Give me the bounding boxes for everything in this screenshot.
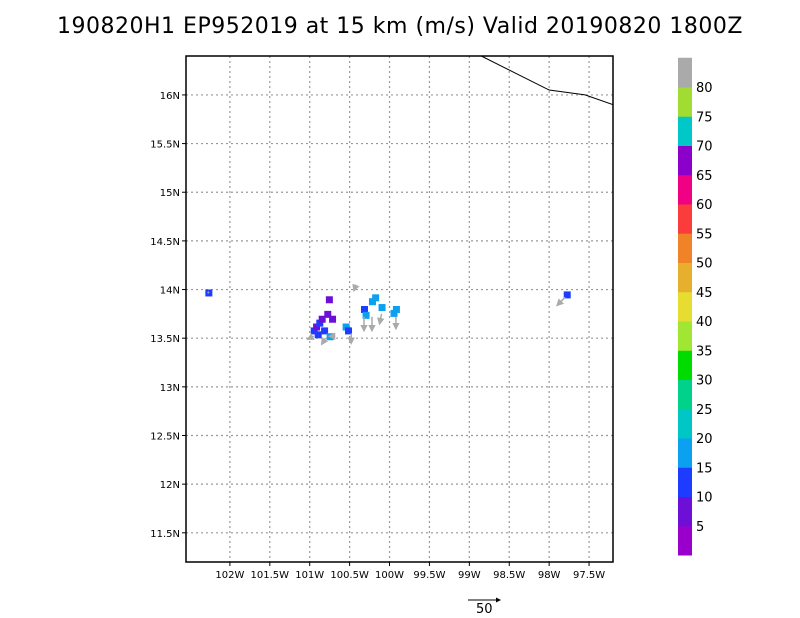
colorbar-segment: [678, 204, 692, 234]
colorbar-segment: [678, 408, 692, 439]
lat-tick-label: 12N: [160, 480, 180, 491]
colorbar-segment: [678, 291, 692, 322]
lon-tick-label: 98.5W: [493, 570, 525, 581]
colorbar: 5 10 15 20 25 30 35 40 45 50 55 60 65 70 75 80: [678, 57, 713, 556]
colorbar-segment: [678, 438, 692, 468]
wind-vector: [377, 313, 385, 326]
colorbar-label: 20: [696, 432, 713, 447]
wind-speed-cell: [372, 294, 380, 302]
lon-tick-label: 97.5W: [573, 570, 605, 581]
wind-vectors: [207, 283, 566, 346]
colorbar-label: 10: [696, 491, 713, 506]
lat-tick-label: 15N: [160, 188, 180, 199]
wind-speed-cell: [321, 327, 329, 335]
colorbar-segment: [678, 350, 692, 380]
colorbar-segment: [678, 116, 692, 146]
wind-speed-cells: [205, 289, 571, 341]
colorbar-label: 75: [696, 110, 713, 125]
wind-speed-cell: [313, 323, 321, 331]
longitude-ticks: 102W 101.5W 101W 100.5W 100W 99.5W 99W 98.5W 98W…: [215, 562, 605, 581]
vector-scale-key: 50: [468, 597, 501, 617]
colorbar-segment: [678, 262, 692, 293]
colorbar-segment: [678, 87, 692, 117]
wind-speed-cell: [392, 306, 400, 313]
wind-speed-cell: [360, 306, 368, 313]
wind-speed-cell: [316, 319, 324, 327]
wind-vector: [556, 296, 566, 307]
colorbar-label: 40: [696, 315, 713, 330]
lat-tick-label: 14N: [160, 286, 180, 297]
colorbar-label: 55: [696, 227, 713, 242]
coastline-path: [481, 56, 613, 106]
wind-speed-cell: [378, 304, 386, 312]
wind-speed-cell: [310, 327, 318, 335]
colorbar-segment: [678, 174, 692, 205]
lat-tick-label: 14.5N: [150, 237, 180, 248]
wind-vector: [207, 291, 210, 294]
wind-speed-cell: [368, 298, 376, 306]
colorbar-label: 65: [696, 169, 713, 184]
wind-speed-cell: [324, 310, 332, 318]
lon-tick-label: 102W: [215, 570, 244, 581]
scale-label: 50: [476, 602, 493, 617]
lon-tick-label: 100.5W: [330, 570, 369, 581]
wind-speed-cell: [362, 311, 370, 319]
wind-vector: [320, 337, 329, 346]
lon-tick-label: 98W: [538, 570, 561, 581]
latitude-ticks: 11.5N 12N 12.5N 13N 13.5N 14N 14.5N 15N 15.5N 16N: [150, 91, 186, 540]
colorbar-label: 50: [696, 257, 713, 272]
lat-tick-label: 12.5N: [150, 432, 180, 443]
wind-speed-cell: [329, 315, 337, 323]
wind-speed-cell: [390, 309, 398, 317]
wind-speed-cell: [314, 331, 322, 339]
colorbar-segment: [678, 57, 692, 88]
lat-tick-label: 13.5N: [150, 334, 180, 345]
colorbar-label: 45: [696, 286, 713, 301]
colorbar-segment: [678, 525, 692, 556]
map-title: 190820H1 EP952019 at 15 km (m/s) Valid 2…: [57, 14, 743, 39]
colorbar-segment: [678, 379, 692, 410]
coastline: [481, 56, 613, 106]
lat-tick-label: 15.5N: [150, 140, 180, 151]
colorbar-label: 80: [696, 81, 713, 96]
colorbar-label: 25: [696, 403, 713, 418]
colorbar-segment: [678, 233, 692, 263]
colorbar-label: 35: [696, 344, 713, 359]
lat-tick-label: 16N: [160, 91, 180, 102]
wind-vector: [352, 283, 360, 293]
wind-speed-cell: [342, 323, 350, 331]
wind-vector: [306, 333, 315, 340]
colorbar-label: 70: [696, 140, 713, 155]
lat-lon-gridlines: [186, 56, 613, 562]
colorbar-label: 60: [696, 198, 713, 213]
colorbar-segment: [678, 145, 692, 176]
colorbar-label: 5: [696, 520, 704, 535]
lon-tick-label: 99W: [458, 570, 481, 581]
map-frame: [185, 55, 614, 563]
colorbar-segment: [678, 496, 692, 527]
lon-tick-label: 101W: [295, 570, 324, 581]
colorbar-label: 15: [696, 461, 713, 476]
lat-tick-label: 13N: [160, 383, 180, 394]
lat-tick-label: 11.5N: [150, 529, 180, 540]
wind-speed-cell: [325, 296, 333, 304]
colorbar-segment: [678, 321, 692, 351]
lon-tick-label: 101.5W: [251, 570, 290, 581]
colorbar-label: 30: [696, 374, 713, 389]
lon-tick-label: 99.5W: [413, 570, 445, 581]
wind-speed-cell: [345, 327, 353, 335]
lon-tick-label: 100W: [375, 570, 404, 581]
wind-speed-cell: [563, 291, 571, 299]
colorbar-segment: [678, 467, 692, 497]
wind-speed-cell: [318, 315, 326, 323]
